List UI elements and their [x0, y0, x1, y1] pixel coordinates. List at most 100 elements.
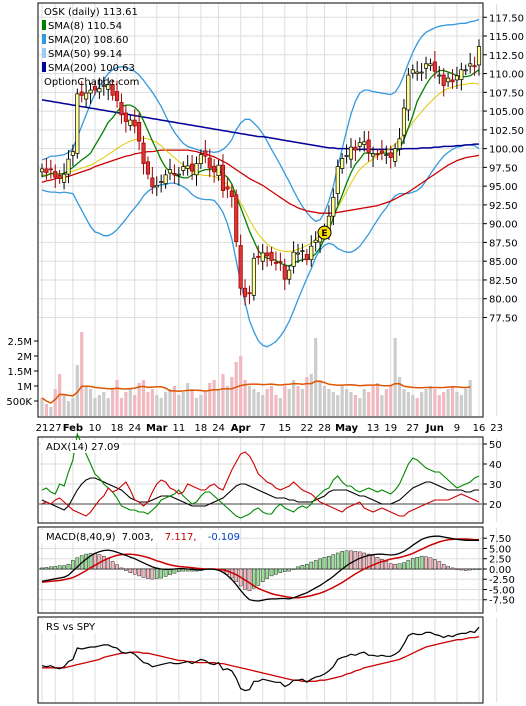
candle-body: [295, 252, 301, 255]
candle-body: [251, 257, 256, 296]
candle-body: [141, 142, 146, 164]
volume-bar: [243, 380, 247, 416]
x-axis-label: 11: [172, 423, 185, 434]
candle-body: [446, 77, 451, 83]
candle-body: [123, 112, 128, 122]
volume-bar: [322, 386, 327, 416]
candle-body: [300, 250, 305, 253]
legend-swatch-sma8: [42, 20, 46, 30]
volume-bar: [261, 395, 265, 416]
macd-histogram-bar: [260, 568, 265, 582]
volume-bar: [97, 395, 101, 416]
volume-bar: [450, 386, 455, 416]
macd-histogram-bar: [265, 568, 269, 579]
volume-bar: [424, 389, 428, 416]
x-axis-label: Apr: [231, 423, 251, 434]
macd-signal-line: [41, 538, 479, 599]
x-axis-label: 16: [473, 423, 486, 434]
macd-histogram-bar: [318, 558, 322, 570]
macd-histogram-bar: [366, 553, 371, 570]
volume-bar: [455, 392, 459, 416]
candle-body: [176, 173, 181, 176]
macd-signal-value: 7.117,: [165, 532, 197, 543]
macd-histogram-bar: [49, 566, 53, 570]
macd-histogram-bar: [349, 550, 353, 570]
price-tick-label: 87.50: [489, 238, 518, 249]
candle-body: [198, 154, 203, 164]
macd-histogram-bar: [247, 568, 252, 592]
macd-hist-value: -0.109: [208, 532, 240, 543]
macd-histogram-bar: [441, 563, 446, 570]
volume-bar: [340, 386, 344, 416]
volume-bar: [411, 395, 415, 416]
adx-tick-label: 20: [489, 500, 502, 511]
sma8-line: [41, 69, 480, 268]
volume-bar: [371, 386, 375, 416]
earnings-marker: E: [317, 225, 332, 240]
volume-bar: [102, 392, 106, 416]
macd-histogram-bar: [393, 563, 397, 570]
macd-tick-label: -2.50: [489, 575, 515, 586]
volume-y-axis: 2.5M 2M 1.5M 1M 500K: [6, 337, 38, 408]
candle-body: [344, 155, 349, 157]
volume-tick-label: 1.5M: [7, 367, 32, 378]
candle-body: [419, 71, 424, 74]
x-axis-label: 9: [454, 423, 460, 434]
legend-swatch-sma200: [42, 62, 46, 72]
candle-body: [410, 69, 415, 74]
candle-body: [203, 150, 208, 157]
candle-body: [459, 69, 464, 80]
volume-bar: [256, 392, 260, 416]
candle-body: [145, 161, 150, 175]
candle-body: [331, 197, 336, 217]
volume-bar: [62, 395, 66, 416]
macd-tick-label: 0.00: [489, 565, 511, 576]
volume-average-line: [41, 380, 471, 404]
macd-histogram-bar: [53, 566, 58, 570]
macd-histogram-bar: [455, 568, 459, 570]
chart-legend: OSK (daily) 113.61 SMA(8) 110.54 SMA(20)…: [42, 7, 139, 88]
candle-body: [287, 269, 292, 280]
volume-bar: [459, 395, 463, 416]
price-tick-label: 95.00: [489, 182, 518, 193]
macd-histogram-bar: [344, 550, 349, 570]
macd-tick-label: 2.50: [489, 555, 511, 566]
volume-bar: [163, 392, 168, 416]
macd-histogram-bar: [159, 568, 163, 579]
macd-histogram-bar: [66, 563, 71, 570]
candle-body: [353, 146, 358, 151]
adx-y-axis: 50 40 30 20: [483, 440, 502, 511]
legend-swatch-sma50: [42, 48, 46, 58]
adx-tick-label: 30: [489, 480, 502, 491]
macd-histogram-bar: [419, 555, 424, 570]
macd-histogram-bar: [406, 560, 411, 570]
adx-tick-label: 50: [489, 440, 502, 451]
legend-swatch-sma20: [42, 34, 46, 44]
volume-bar: [344, 389, 349, 416]
candle-body: [256, 255, 261, 258]
macd-histogram-bar: [472, 568, 477, 570]
macd-tick-label: -7.50: [489, 596, 515, 607]
macd-histogram-bar: [163, 568, 168, 577]
candle-body: [243, 287, 248, 297]
macd-histogram-bar: [331, 554, 336, 570]
volume-tick-label: 1M: [17, 382, 32, 393]
x-axis-label: 21: [36, 423, 49, 434]
x-axis-label: 22: [300, 423, 313, 434]
candle-body: [238, 245, 243, 289]
macd-histogram-bar: [110, 561, 115, 570]
volume-bar: [406, 392, 410, 416]
macd-histogram-bar: [154, 568, 159, 579]
price-tick-label: 102.50: [489, 126, 524, 137]
macd-histogram-bar: [424, 556, 428, 570]
macd-histogram-bar: [309, 561, 314, 570]
macd-label-bg: [41, 530, 219, 543]
volume-bar: [442, 392, 446, 416]
volume-bar: [420, 392, 424, 416]
candle-body: [278, 261, 283, 263]
volume-bar: [199, 395, 203, 416]
price-tick-label: 112.50: [489, 51, 524, 62]
macd-line: [41, 535, 479, 602]
sma20-line: [42, 82, 480, 252]
price-y-axis: 77.50 80.00 82.50 85.00 87.50 90.00 92.50 95.00…: [483, 13, 524, 324]
